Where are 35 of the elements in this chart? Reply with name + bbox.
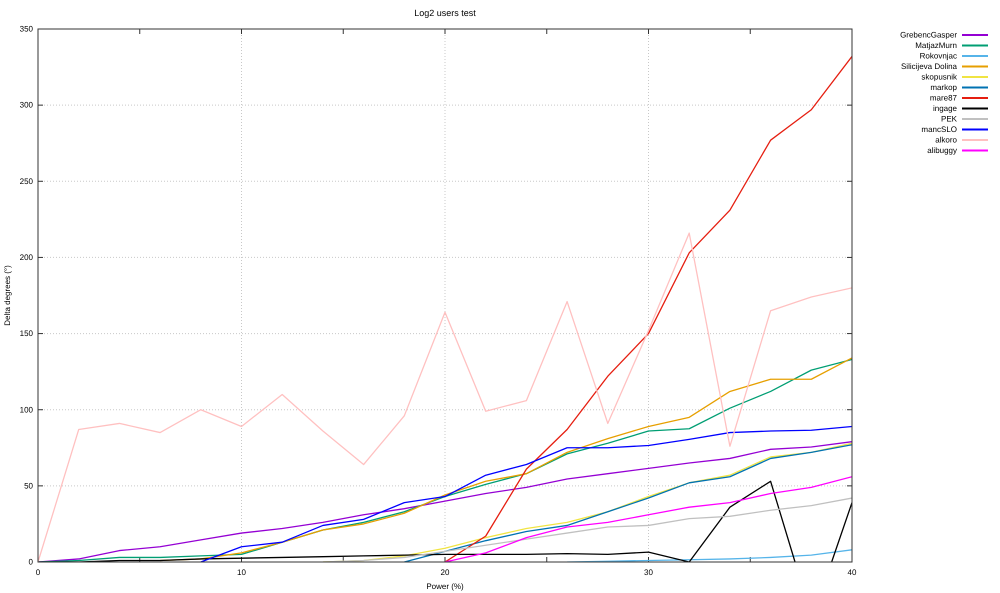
y-tick-label: 300: [20, 100, 34, 110]
line-series: [200, 426, 852, 562]
legend-label: mare87: [930, 94, 958, 103]
y-tick-label: 250: [20, 176, 34, 186]
y-axis-title: Delta degrees (°): [3, 264, 12, 326]
legend-label: alkoro: [935, 136, 958, 145]
legend-label: alibuggy: [927, 146, 957, 156]
legend-label: mancSLO: [921, 125, 957, 134]
x-tick-label: 40: [848, 568, 857, 577]
line-series: [444, 476, 852, 562]
legend-label: markop: [930, 83, 958, 92]
chart-title: Log2 users test: [414, 8, 476, 18]
line-series: [444, 56, 852, 562]
line-series: [38, 232, 852, 562]
legend-label: GrebencGasper: [900, 30, 958, 40]
line-series: [404, 444, 852, 562]
x-tick-label: 30: [644, 568, 654, 577]
legend-label: skopusnik: [921, 72, 958, 82]
y-tick-label: 150: [20, 329, 34, 338]
line-series: [38, 358, 852, 562]
legend-label: Rokovnjac: [920, 52, 957, 61]
x-axis-title: Power (%): [426, 582, 464, 591]
x-tick-label: 0: [36, 568, 41, 577]
legend-label: MatjazMurn: [915, 41, 957, 50]
y-tick-label: 50: [24, 481, 34, 490]
y-tick-label: 0: [28, 558, 34, 567]
legend-label: ingage: [932, 104, 958, 114]
x-tick-label: 10: [237, 568, 246, 577]
y-tick-label: 350: [20, 24, 34, 34]
legend-label: Silicijeva Dolina: [900, 62, 958, 72]
line-series: [38, 441, 852, 562]
y-tick-label: 200: [20, 252, 34, 262]
x-tick-label: 20: [440, 568, 450, 577]
legend-label: PEK: [940, 114, 958, 124]
y-tick-label: 100: [20, 405, 34, 414]
